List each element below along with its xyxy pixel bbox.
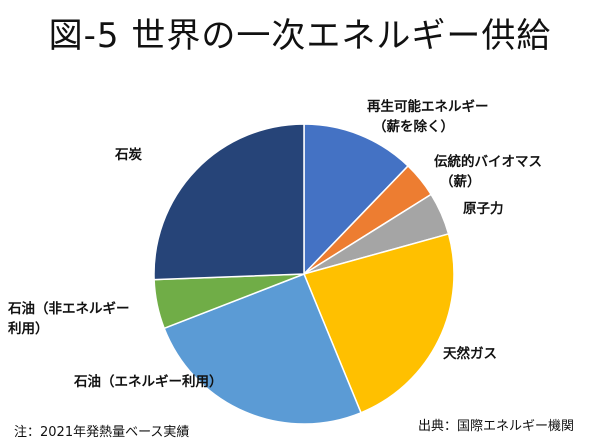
slice-label-2: 原子力 bbox=[463, 200, 504, 217]
slice-label-line: 利用） bbox=[8, 320, 49, 337]
slice-label-line: 石油（非エネルギー bbox=[7, 300, 130, 317]
pie-slice-3 bbox=[302, 233, 455, 414]
slice-label-line: （薪） bbox=[440, 173, 481, 190]
slice-label-line: 石油（エネルギー利用） bbox=[73, 373, 223, 390]
slice-label-line: 石炭 bbox=[114, 146, 142, 163]
slice-label-4: 石油（エネルギー利用） bbox=[73, 373, 223, 390]
slice-label-5: 石油（非エネルギー利用） bbox=[7, 300, 130, 337]
pie-slice-6 bbox=[153, 123, 305, 281]
slice-label-line: 再生可能エネルギー bbox=[367, 98, 489, 115]
slice-label-3: 天然ガス bbox=[443, 345, 497, 362]
slice-label-line: 天然ガス bbox=[443, 345, 497, 362]
pie-slice-4 bbox=[163, 273, 362, 425]
slice-label-0: 再生可能エネルギー （薪を除く） bbox=[367, 98, 489, 135]
slice-label-line: 伝統的バイオマス bbox=[434, 153, 542, 170]
footnote: 注：2021年発熱量ベース実績 bbox=[14, 425, 190, 440]
source-credit: 出典：国際エネルギー機関 bbox=[417, 419, 574, 434]
pie-slice-0 bbox=[303, 123, 410, 276]
slice-label-6: 石炭 bbox=[114, 146, 142, 163]
slice-label-line: 原子力 bbox=[463, 200, 504, 217]
chart-title: 図-5 世界の一次エネルギー供給 bbox=[48, 16, 552, 56]
slice-label-line: （薪を除く） bbox=[373, 118, 454, 135]
slice-label-1: 伝統的バイオマス （薪） bbox=[434, 153, 542, 190]
